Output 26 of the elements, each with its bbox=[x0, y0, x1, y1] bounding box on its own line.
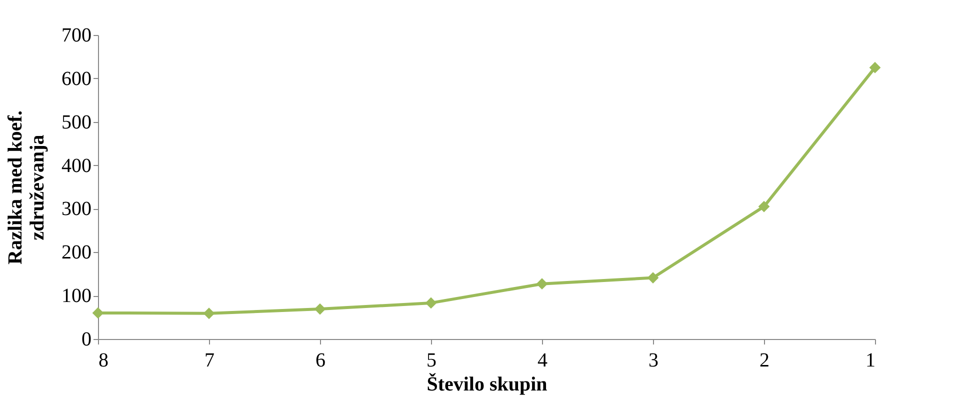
point bbox=[203, 308, 215, 320]
x-tick-label: 8 bbox=[98, 350, 108, 372]
y-tick-label: 200 bbox=[62, 242, 92, 264]
x-tick-label: 3 bbox=[648, 350, 658, 372]
point bbox=[869, 62, 881, 74]
x-tick-label: 1 bbox=[866, 350, 876, 372]
y-tick-label: 600 bbox=[62, 68, 92, 90]
point bbox=[425, 297, 437, 309]
point bbox=[314, 303, 326, 315]
y-axis-title: Razlika med koef. združevanja bbox=[4, 110, 48, 264]
y-tick-label: 100 bbox=[62, 285, 92, 308]
point bbox=[536, 278, 548, 290]
y-tick-label: 700 bbox=[62, 24, 92, 46]
x-tick-label: 6 bbox=[316, 350, 326, 372]
y-tick-label: 300 bbox=[62, 198, 92, 220]
y-tick-label: 500 bbox=[62, 111, 92, 134]
point bbox=[92, 307, 104, 319]
x-axis-title: Število skupin bbox=[426, 372, 548, 396]
y-tick-label: 400 bbox=[62, 154, 92, 177]
x-tick-label: 4 bbox=[538, 350, 548, 372]
y-tick-label: 0 bbox=[82, 328, 92, 350]
x-tick-label: 2 bbox=[760, 350, 770, 372]
x-tick-label: 5 bbox=[426, 350, 436, 372]
point bbox=[758, 200, 770, 212]
point bbox=[647, 272, 659, 284]
x-tick-label: 7 bbox=[204, 350, 214, 372]
